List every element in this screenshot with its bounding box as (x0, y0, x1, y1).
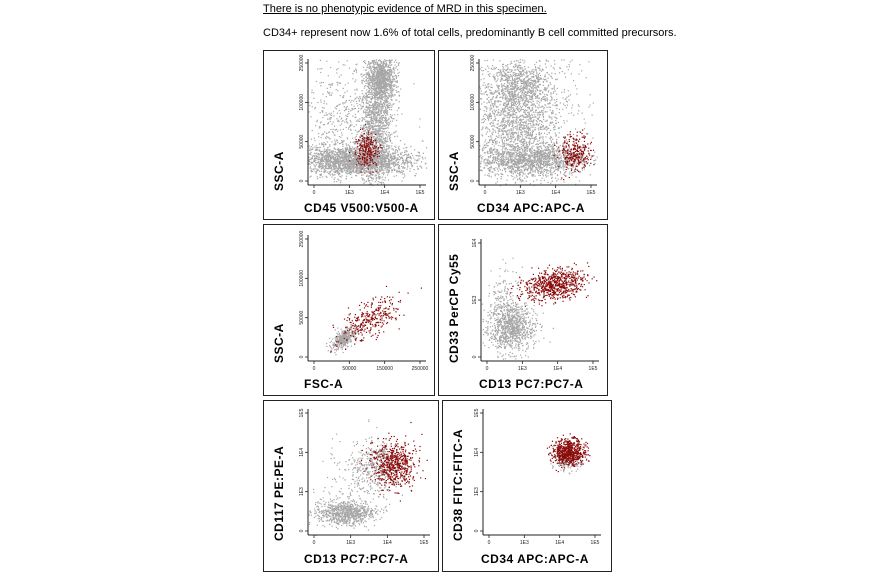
plot-area: 0 50000 150000 250000 250000 100000 50000 0 (264, 225, 434, 395)
x-tick-label: 0 (313, 190, 316, 196)
x-tick-label: 250000 (412, 366, 429, 372)
x-tick-label: 1E5 (587, 190, 596, 196)
x-tick-label: 0 (486, 366, 489, 372)
x-tick-label: 0 (488, 540, 491, 546)
flow-plot-cd34-cd38: 0 1E3 1E4 1E5 1E5 1E4 1E3 0 CD38 FITC:FITC-A CD… (442, 400, 612, 572)
x-axis-label: CD34 APC:APC-A (481, 552, 609, 566)
x-tick-label: 1E4 (553, 366, 562, 372)
y-tick-label: 1E3 (472, 295, 478, 304)
y-axis-label: SSC-A (272, 151, 286, 191)
plot-area: 0 1E3 1E4 1E5 1E4 1E3 0 (439, 225, 607, 395)
plot-area: 0 1E3 1E4 1E5 1E5 1E4 1E3 0 (443, 401, 611, 571)
y-axis-label: CD33 PerCP Cy55 (447, 254, 461, 363)
y-tick-label: 0 (299, 355, 305, 358)
cell-population (348, 427, 417, 512)
x-axis-label: CD34 APC:APC-A (477, 201, 605, 215)
y-tick-label: 100000 (470, 94, 476, 111)
y-tick-label: 250000 (299, 230, 305, 247)
x-tick-label: 1E5 (589, 366, 598, 372)
x-axis-label: CD45 V500:V500-A (304, 201, 432, 215)
x-tick-label: 1E3 (345, 190, 354, 196)
y-tick-label: 0 (299, 179, 305, 182)
x-tick-label: 0 (484, 190, 487, 196)
y-tick-label: 0 (299, 529, 305, 532)
header-line-1: There is no phenotypic evidence of MRD i… (263, 3, 547, 15)
y-tick-label: 250000 (299, 54, 305, 71)
y-axis-label: CD38 FITC:FITC-A (451, 429, 465, 541)
flow-plot-fsc-ssc: 0 50000 150000 250000 250000 100000 50000 0 SSC… (263, 224, 435, 396)
x-tick-label: 1E5 (416, 190, 425, 196)
y-tick-label: 100000 (299, 270, 305, 287)
y-tick-label: 1E3 (474, 487, 480, 496)
x-tick-label: 1E3 (346, 540, 355, 546)
x-tick-label: 1E3 (520, 540, 529, 546)
flow-plot-cd34-ssc: 0 1E3 1E4 1E5 250000 100000 50000 0 SSC-A CD34 … (438, 50, 608, 220)
y-tick-label: 1E4 (472, 238, 478, 247)
x-tick-label: 1E4 (555, 540, 564, 546)
plot-area: 0 1E3 1E4 1E5 250000 100000 50000 0 (264, 51, 434, 219)
x-axis-label: CD13 PC7:PC7-A (479, 377, 603, 391)
cd34-population (510, 262, 598, 307)
y-tick-label: 1E5 (299, 408, 305, 417)
x-tick-label: 1E3 (516, 190, 525, 196)
y-tick-label: 1E4 (474, 448, 480, 457)
x-tick-label: 50000 (342, 366, 356, 372)
y-tick-label: 1E3 (299, 487, 305, 496)
x-tick-label: 1E5 (420, 540, 429, 546)
y-tick-label: 1E4 (299, 448, 305, 457)
y-tick-label: 50000 (470, 134, 476, 148)
y-tick-label: 50000 (299, 134, 305, 148)
y-tick-label: 0 (474, 529, 480, 532)
flow-plot-cd13-cd33: 0 1E3 1E4 1E5 1E4 1E3 0 CD33 PerCP Cy55 CD13 P… (438, 224, 608, 396)
x-tick-label: 1E5 (591, 540, 600, 546)
header-line-2: CD34+ represent now 1.6% of total cells,… (263, 27, 677, 39)
x-tick-label: 0 (313, 366, 316, 372)
plot-area: 0 1E3 1E4 1E5 250000 100000 50000 0 (439, 51, 607, 219)
y-tick-label: 0 (472, 355, 478, 358)
x-tick-label: 1E3 (518, 366, 527, 372)
y-axis-label: SSC-A (272, 323, 286, 363)
x-tick-label: 1E4 (380, 190, 389, 196)
x-tick-label: 1E4 (383, 540, 392, 546)
y-axis-label: SSC-A (447, 151, 461, 191)
cell-population (309, 493, 391, 536)
flow-plot-cd13-cd117: 0 1E3 1E4 1E5 1E5 1E4 1E3 0 CD117 PE:PE-A CD13 … (263, 400, 439, 572)
y-axis-label: CD117 PE:PE-A (272, 446, 286, 541)
x-axis-label: CD13 PC7:PC7-A (304, 552, 436, 566)
cell-population (483, 291, 554, 360)
plot-area: 0 1E3 1E4 1E5 1E5 1E4 1E3 0 (264, 401, 438, 571)
x-tick-label: 150000 (376, 366, 393, 372)
x-tick-label: 1E4 (551, 190, 560, 196)
y-tick-label: 1E5 (474, 408, 480, 417)
y-tick-label: 250000 (470, 54, 476, 71)
x-tick-label: 0 (313, 540, 316, 546)
flow-plot-cd45-ssc: 0 1E3 1E4 1E5 250000 100000 50000 0 SSC-A CD45 … (263, 50, 435, 220)
y-tick-label: 0 (470, 179, 476, 182)
x-axis-label: FSC-A (304, 377, 424, 391)
y-tick-label: 100000 (299, 94, 305, 111)
y-tick-label: 50000 (299, 310, 305, 324)
